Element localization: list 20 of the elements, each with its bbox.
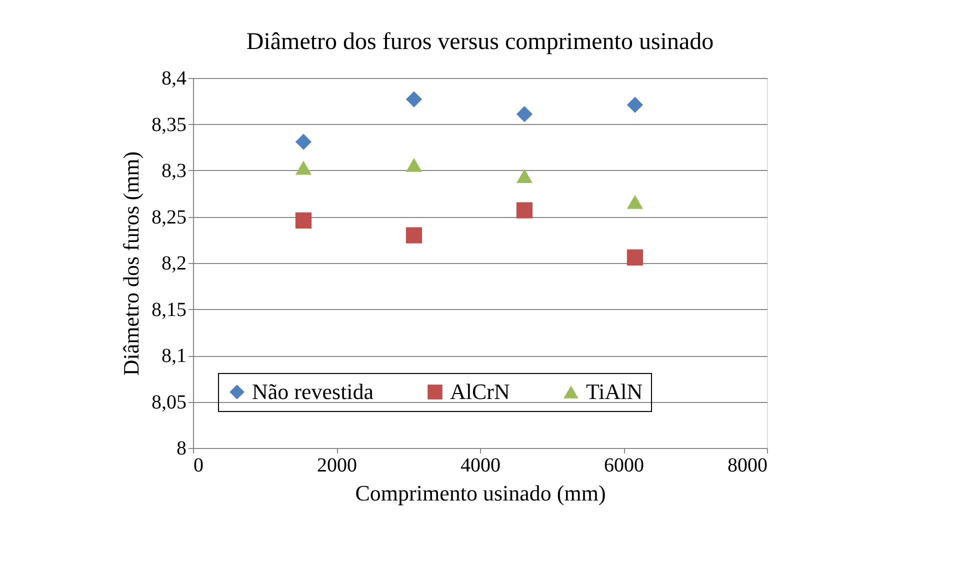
x-tick-label: 8000 bbox=[728, 454, 768, 476]
x-tick-label: 4000 bbox=[460, 454, 500, 476]
chart-title: Diâmetro dos furos versus comprimento usinado bbox=[246, 29, 714, 55]
y-tick-label: 8,35 bbox=[152, 114, 186, 136]
legend-label: AlCrN bbox=[450, 379, 510, 404]
y-tick-label: 8,3 bbox=[162, 160, 186, 182]
x-axis-title: Comprimento usinado (mm) bbox=[355, 480, 606, 506]
y-tick-label: 8,15 bbox=[152, 298, 186, 321]
x-tick-label: 0 bbox=[194, 454, 204, 476]
x-tick-label: 6000 bbox=[604, 454, 644, 476]
y-tick-label: 8,1 bbox=[162, 345, 186, 367]
y-tick-label: 8 bbox=[176, 438, 186, 460]
y-tick-label: 8,25 bbox=[152, 206, 186, 228]
y-tick-label: 8,2 bbox=[162, 252, 186, 274]
x-tick-label: 2000 bbox=[317, 454, 357, 476]
legend-label: TiAlN bbox=[586, 379, 643, 404]
legend-label: Não revestida bbox=[252, 379, 374, 404]
y-tick-label: 8,05 bbox=[152, 391, 186, 414]
y-tick-label: 8,4 bbox=[162, 68, 186, 90]
y-axis-title: Diâmetro dos furos (mm) bbox=[118, 151, 144, 376]
